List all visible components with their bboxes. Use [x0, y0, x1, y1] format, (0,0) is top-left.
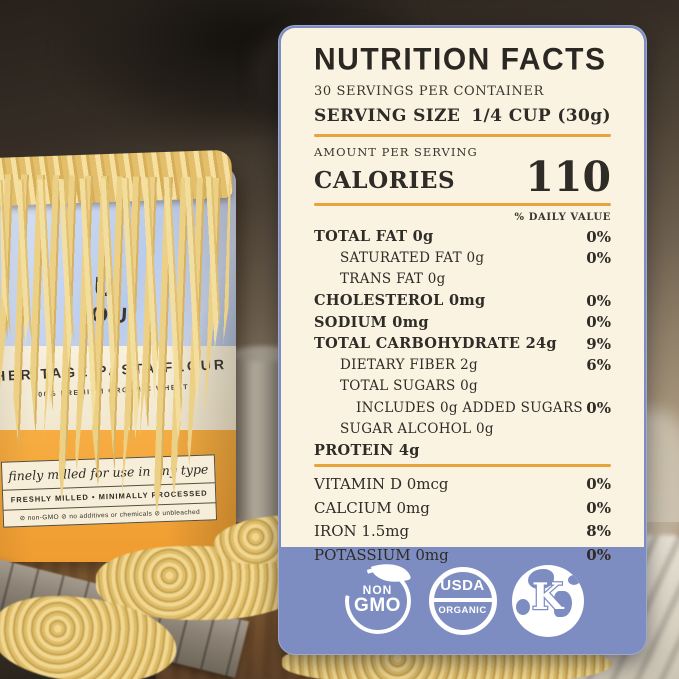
non-gmo-text: NON GMO [354, 583, 401, 616]
nutrient-row-total-sugars: TOTAL SUGARS 0g [340, 378, 478, 395]
orange-divider [314, 464, 611, 468]
serving-size-row: SERVING SIZE 1/4 CUP (30g) [314, 106, 611, 126]
calories-label: CALORIES [314, 167, 456, 194]
orange-divider [314, 134, 611, 137]
kosher-k-letter: K [531, 576, 565, 618]
nutrient-rows: TOTAL FAT 0g 0% SATURATED FAT 0g 0% TRAN… [314, 226, 611, 461]
vitamin-row-vitamin-d: VITAMIN D 0mcg 0% [314, 475, 611, 494]
vitamin-rows: VITAMIN D 0mcg 0% CALCIUM 0mg 0% IRON 1.… [314, 472, 611, 566]
usda-divider-bar [433, 598, 492, 602]
nutrition-facts-card: NUTRITION FACTS 30 SERVINGS PER CONTAINE… [278, 25, 647, 655]
nutrition-facts-panel: NUTRITION FACTS 30 SERVINGS PER CONTAINE… [281, 28, 644, 564]
nutrient-row-total-fat: TOTAL FAT 0g 0% [314, 227, 611, 246]
nutrient-row-sugar-alcohol: SUGAR ALCOHOL 0g [340, 421, 494, 438]
nutrient-row-dietary-fiber: DIETARY FIBER 2g 6% [340, 356, 611, 375]
nutrient-row-total-carbohydrate: TOTAL CARBOHYDRATE 24g 9% [314, 334, 611, 353]
serving-size-label: SERVING SIZE [314, 106, 461, 126]
vitamin-row-potassium: POTASSIUM 0mg 0% [314, 545, 611, 564]
usda-circle: USDA ORGANIC [428, 567, 497, 635]
calories-row: CALORIES 110 [314, 157, 611, 198]
servings-per-container: 30 SERVINGS PER CONTAINER [314, 84, 544, 99]
calories-value: 110 [525, 153, 611, 201]
usda-organic-badge-icon: USDA ORGANIC [426, 564, 500, 638]
bag-info-panel: finely milled for use in any type FRESHL… [0, 454, 218, 528]
nutrient-row-trans-fat: TRANS FAT 0g [340, 271, 446, 288]
vitamin-row-iron: IRON 1.5mg 8% [314, 522, 611, 541]
nutrition-facts-title: NUTRITION FACTS [314, 42, 607, 77]
nutrient-row-sodium: SODIUM 0mg 0% [314, 313, 611, 332]
nutrient-row-cholesterol: CHOLESTEROL 0mg 0% [314, 291, 611, 310]
certification-badge-band: NON GMO USDA ORGANIC K [278, 547, 647, 655]
non-gmo-badge-icon: NON GMO [341, 557, 415, 638]
globe-icon: K [511, 565, 584, 637]
nutrient-row-saturated-fat: SATURATED FAT 0g 0% [340, 249, 611, 268]
orange-divider [314, 203, 611, 206]
vitamin-row-calcium: CALCIUM 0mg 0% [314, 498, 611, 517]
serving-size-value: 1/4 CUP (30g) [471, 106, 611, 126]
daily-value-header: % DAILY VALUE [514, 212, 611, 223]
amount-per-serving-label: AMOUNT PER SERVING [314, 145, 478, 159]
nutrient-row-added-sugars: INCLUDES 0g ADDED SUGARS 0% [356, 398, 611, 417]
kosher-earth-badge-icon: K [511, 564, 585, 638]
nutrient-row-protein: PROTEIN 4g [314, 442, 420, 460]
